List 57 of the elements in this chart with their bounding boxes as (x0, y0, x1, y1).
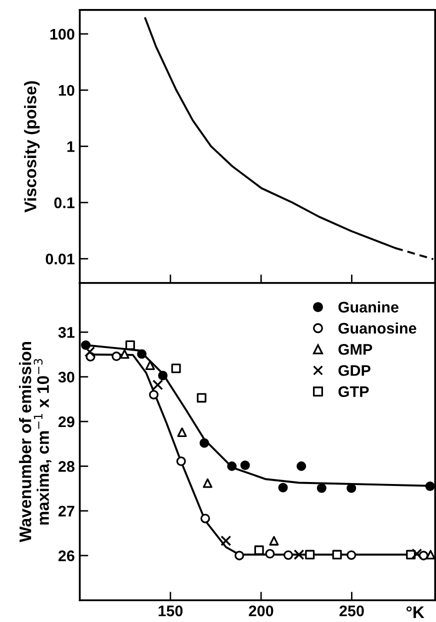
y-tick-label: 29 (58, 416, 74, 428)
point (148, 390, 159, 400)
point (200, 514, 210, 524)
point (346, 483, 356, 493)
x-axis-title: °K (406, 606, 424, 618)
point (137, 349, 147, 359)
y-axis-title: Viscosity (poise) (24, 81, 40, 212)
point (227, 461, 237, 471)
y-tick-label: 100 (50, 28, 74, 40)
point (112, 352, 122, 362)
y-tick-label: 28 (58, 461, 74, 472)
point (412, 548, 422, 560)
point (265, 549, 275, 559)
legend-label: Guanine (338, 301, 398, 313)
x-tick-label: 200 (248, 605, 274, 616)
y-tick-label: 1 (67, 141, 74, 152)
point (269, 536, 279, 546)
point (294, 549, 304, 560)
y-axis-title: Wavenumber of emission maxima, cm$^{−1}$ x 10$^{−3}$ (19, 342, 52, 542)
x-tick-label: 250 (340, 605, 364, 616)
point (346, 550, 356, 560)
y-tick-label: 0.01 (46, 254, 75, 264)
point (296, 461, 306, 471)
point (332, 550, 342, 560)
y-tick-label: 10 (58, 84, 74, 96)
y-tick-label: 27 (58, 506, 74, 516)
point (120, 349, 130, 359)
y-tick-label: 26 (58, 550, 74, 562)
y-tick-label: 30 (58, 372, 74, 383)
legend-label: GDP (338, 365, 370, 376)
point (177, 427, 187, 437)
point (240, 460, 250, 470)
y-tick-label: 0.1 (54, 197, 75, 208)
point (220, 536, 232, 546)
point (125, 340, 135, 350)
y-tick-label: 31 (58, 327, 75, 338)
point (171, 364, 181, 374)
point (200, 438, 210, 448)
point (425, 482, 435, 492)
point (152, 380, 164, 390)
point (202, 478, 212, 488)
point (234, 550, 244, 560)
legend-label: GMP (338, 344, 372, 355)
point (196, 393, 206, 403)
point (81, 340, 91, 350)
point (284, 550, 294, 560)
x-tick-label: 150 (158, 605, 183, 616)
legend-label: GTP (338, 386, 369, 398)
point (316, 483, 326, 493)
point (145, 360, 155, 370)
point (176, 456, 186, 466)
point (158, 370, 168, 380)
legend-label: Guanosine (338, 322, 416, 334)
point (305, 550, 315, 560)
point (278, 482, 288, 492)
point (426, 550, 436, 560)
point (254, 545, 264, 555)
